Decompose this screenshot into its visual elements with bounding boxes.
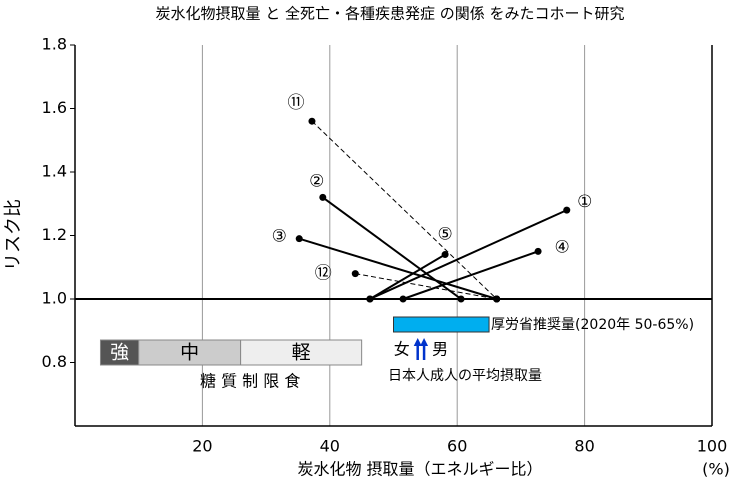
intake-sex-label: 男 — [432, 340, 448, 359]
x-axis-label: 炭水化物 摂取量（エネルギー比） — [297, 460, 542, 479]
study-line — [322, 196, 462, 300]
y-tick-label: 0.8 — [42, 352, 67, 371]
y-tick-label: 1.8 — [42, 35, 67, 54]
restriction-label: 強 — [110, 342, 129, 364]
study-label: ⑫ — [315, 264, 332, 284]
chart-title: 炭水化物摂取量 と 全死亡・各種疾患発症 の関係 をみたコホート研究 — [155, 5, 624, 23]
study-label: ⑪ — [287, 93, 304, 113]
study-point — [308, 117, 316, 125]
recommended-bar — [393, 316, 490, 333]
recommended-label: 厚労省推奨量(2020年 50-65%) — [491, 317, 694, 333]
study-point — [563, 206, 571, 214]
intake-label: 日本人成人の平均摂取量 — [388, 368, 542, 384]
study-point — [295, 235, 303, 243]
restriction-band — [240, 339, 363, 366]
x-tick-label: 80 — [574, 437, 594, 456]
restriction-title: 糖 質 制 限 食 — [200, 372, 300, 391]
study-line — [311, 120, 498, 300]
y-tick-label: 1.2 — [42, 225, 67, 244]
study-line — [369, 209, 568, 300]
study-point — [351, 270, 359, 278]
study-point — [366, 295, 374, 303]
intake-arrowhead — [420, 338, 429, 346]
x-tick-label: 60 — [447, 437, 467, 456]
study-label: ② — [309, 171, 324, 191]
x-axis-unit: (%) — [702, 460, 730, 479]
x-tick-label: 40 — [320, 437, 340, 456]
x-tick-label: 100 — [697, 437, 728, 456]
restriction-label: 軽 — [292, 342, 311, 364]
y-tick-label: 1.6 — [42, 98, 67, 117]
restriction-label: 中 — [180, 342, 199, 364]
study-point — [493, 295, 501, 303]
study-point — [441, 251, 449, 259]
study-label: ① — [577, 192, 592, 212]
study-line — [369, 253, 446, 300]
x-tick-label: 20 — [192, 437, 212, 456]
y-axis-label: リスク比 — [3, 199, 24, 271]
study-line — [298, 237, 497, 300]
y-tick-label: 1.0 — [42, 289, 67, 308]
intake-arrowhead — [413, 338, 422, 346]
study-point — [319, 193, 327, 201]
study-point — [534, 247, 542, 255]
study-label: ③ — [272, 227, 287, 247]
study-label: ⑤ — [437, 225, 452, 245]
study-point — [457, 295, 465, 303]
study-label: ④ — [554, 237, 569, 257]
study-point — [399, 295, 407, 303]
y-tick-label: 1.4 — [42, 162, 67, 181]
intake-sex-label: 女 — [394, 340, 410, 359]
study-line — [402, 250, 539, 300]
